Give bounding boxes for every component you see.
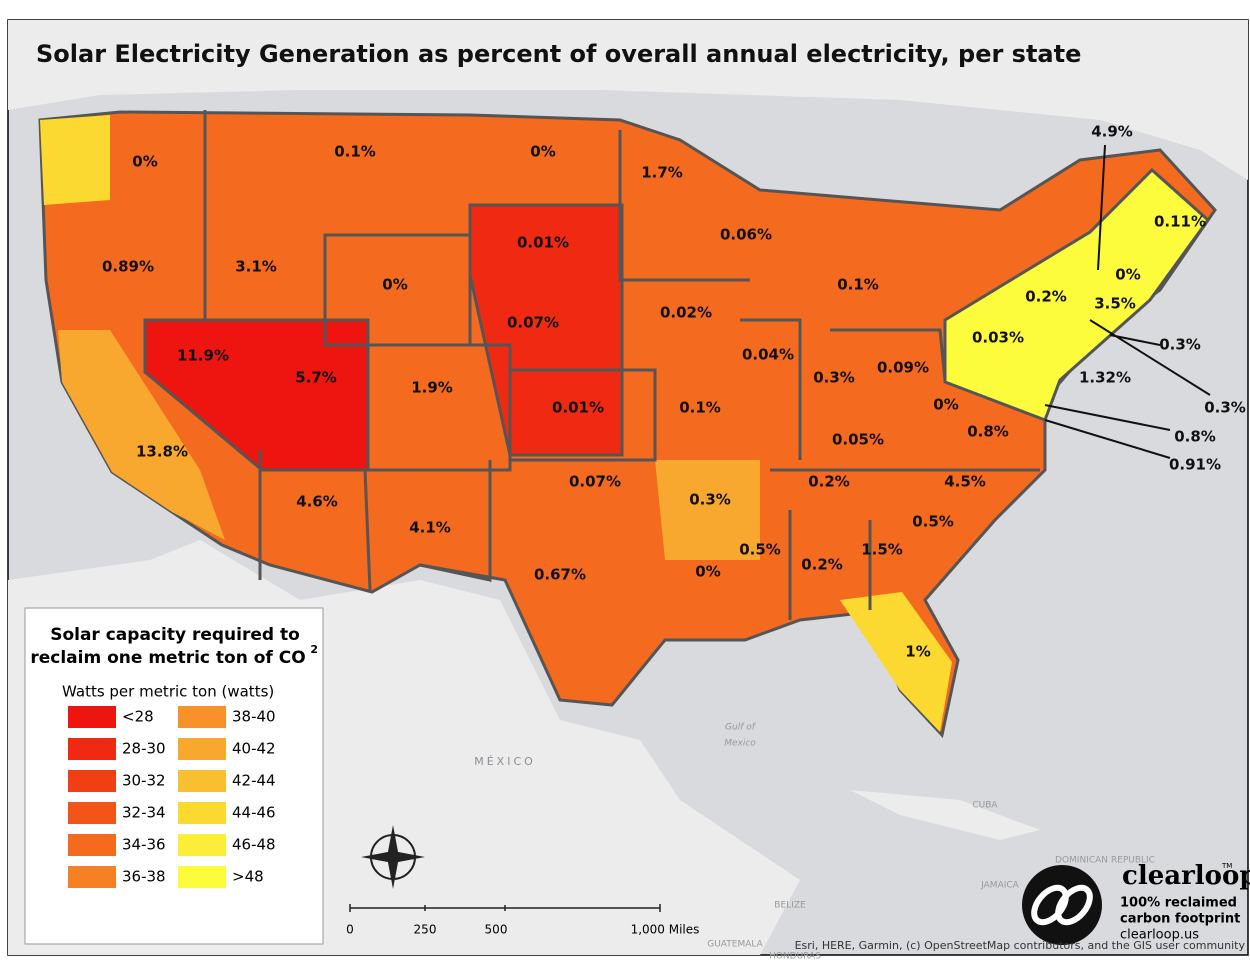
state-label: 0% [132, 153, 157, 171]
place-label: JAMAICA [980, 881, 1020, 891]
state-label: 1.5% [861, 541, 903, 559]
state-label: 0.04% [742, 346, 794, 364]
state-label: 0.2% [808, 473, 850, 491]
scale-label: 500 [485, 923, 508, 937]
scale-label: 250 [414, 923, 437, 937]
logo-line: 100% reclaimed [1120, 896, 1237, 911]
legend-swatch [178, 834, 226, 856]
state-label: 0.5% [912, 513, 954, 531]
legend-title: reclaim one metric ton of CO [30, 648, 305, 668]
state-label: 0% [933, 396, 958, 414]
legend-label: 30-32 [122, 772, 166, 790]
scale-label: 1,000 Miles [631, 923, 700, 937]
map-title: Solar Electricity Generation as percent … [36, 40, 1081, 68]
legend-label: 46-48 [232, 836, 276, 854]
legend-swatch [68, 770, 116, 792]
legend-label: 36-38 [122, 868, 166, 886]
state-label: 0.01% [552, 399, 604, 417]
logo-line: carbon footprint [1120, 912, 1240, 927]
state-label: 0.67% [534, 566, 586, 584]
state-label: 0.2% [801, 556, 843, 574]
state-label: 0.06% [720, 226, 772, 244]
place-label: CUBA [972, 801, 998, 811]
state-label: 0.02% [660, 304, 712, 322]
legend-label: 44-46 [232, 804, 276, 822]
legend-label: <28 [122, 708, 154, 726]
legend-title: Solar capacity required to [50, 625, 300, 645]
legend-label: 34-36 [122, 836, 166, 854]
legend-label: 32-34 [122, 804, 166, 822]
legend-swatch [68, 834, 116, 856]
legend-swatch [68, 738, 116, 760]
state-label: 11.9% [177, 347, 229, 365]
state-label: 0.07% [507, 314, 559, 332]
state-label: 0.5% [739, 541, 781, 559]
state-label: 4.5% [944, 473, 986, 491]
state-label: 0.07% [569, 473, 621, 491]
region-wa-coast [40, 115, 110, 205]
state-label: 0.03% [972, 329, 1024, 347]
legend-swatch [178, 802, 226, 824]
state-label: 0% [530, 143, 555, 161]
state-label: 5.7% [295, 369, 337, 387]
legend-swatch [178, 770, 226, 792]
place-label: Mexico [724, 739, 756, 749]
state-label: 0.91% [1169, 456, 1221, 474]
place-label: GUATEMALA [707, 940, 763, 950]
legend-subtitle: Watts per metric ton (watts) [62, 683, 274, 701]
state-label: 0% [382, 276, 407, 294]
state-label: 3.5% [1094, 295, 1136, 313]
state-label: 1.9% [411, 379, 453, 397]
state-label: 0.1% [334, 143, 376, 161]
state-label: 0.05% [832, 431, 884, 449]
state-label: 0.3% [1159, 336, 1201, 354]
legend-title-sup: 2 [310, 643, 318, 656]
state-label: 4.9% [1091, 123, 1133, 141]
place-label: HONDURAS [769, 952, 821, 962]
legend-swatch [68, 802, 116, 824]
state-label: 13.8% [136, 443, 188, 461]
legend-swatch [68, 706, 116, 728]
state-label: 0.11% [1154, 213, 1206, 231]
state-label: 0.01% [517, 234, 569, 252]
legend-label: >48 [232, 868, 264, 886]
state-label: 0.09% [877, 359, 929, 377]
state-label: 0.8% [967, 423, 1009, 441]
legend-swatch [178, 706, 226, 728]
state-label: 0.3% [813, 369, 855, 387]
state-label: 3.1% [235, 258, 277, 276]
state-label: 0.8% [1174, 428, 1216, 446]
scale-label: 0 [346, 923, 354, 937]
state-label: 1.7% [641, 164, 683, 182]
logo-tm: TM [1221, 862, 1232, 870]
state-label: 0.2% [1025, 288, 1067, 306]
state-label: 0.3% [1204, 399, 1246, 417]
state-label: 0% [1115, 266, 1140, 284]
legend-swatch [68, 866, 116, 888]
legend-label: 42-44 [232, 772, 276, 790]
legend-label: 28-30 [122, 740, 166, 758]
legend-swatch [178, 866, 226, 888]
state-label: 1% [905, 643, 930, 661]
state-label: 0.1% [679, 399, 721, 417]
state-label: 4.1% [409, 519, 451, 537]
state-label: 0% [695, 563, 720, 581]
legend-label: 38-40 [232, 708, 276, 726]
place-label: MÉXICO [474, 755, 536, 768]
state-label: 4.6% [296, 493, 338, 511]
place-label: Gulf of [725, 723, 757, 733]
state-label: 0.3% [689, 491, 731, 509]
legend: Solar capacity required to reclaim one m… [25, 608, 323, 944]
state-label: 0.89% [102, 258, 154, 276]
place-label: BELIZE [774, 901, 806, 911]
attribution: Esri, HERE, Garmin, (c) OpenStreetMap co… [795, 939, 1246, 952]
map: Solar Electricity Generation as percent … [0, 0, 1250, 962]
state-label: 1.32% [1079, 369, 1131, 387]
legend-label: 40-42 [232, 740, 276, 758]
legend-swatch [178, 738, 226, 760]
state-label: 0.1% [837, 276, 879, 294]
